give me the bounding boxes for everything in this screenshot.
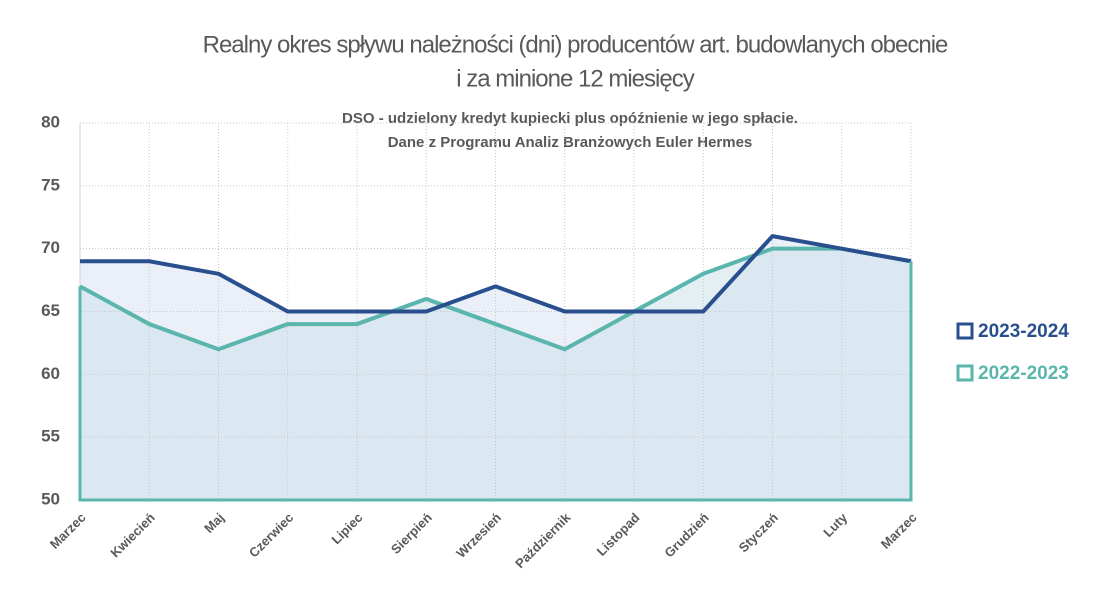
subtitle: Dane z Programu Analiz Branżowych Euler … [388,134,753,151]
y-tick-label: 70 [41,238,60,257]
subtitle: DSO - udzielony kredyt kupiecki plus opó… [342,110,798,127]
chart-title: Realny okres spływu należności (dni) pro… [203,31,948,58]
y-tick-label: 60 [41,364,60,383]
legend-marker [956,322,974,340]
y-tick-label: 65 [41,301,60,320]
line [80,234,912,314]
y-tick-label: 80 [41,112,60,131]
legend-label: 2022-2023 [978,363,1069,384]
legend-marker [956,364,974,382]
y-tick-label: 75 [41,175,60,194]
y-tick-label: 50 [41,489,60,508]
y-tick-label: 55 [41,427,60,446]
chart-title: i za minione 12 miesięcy [456,65,694,92]
legend-label: 2023-2024 [978,321,1069,342]
line [79,246,912,352]
area-outline [78,261,913,502]
